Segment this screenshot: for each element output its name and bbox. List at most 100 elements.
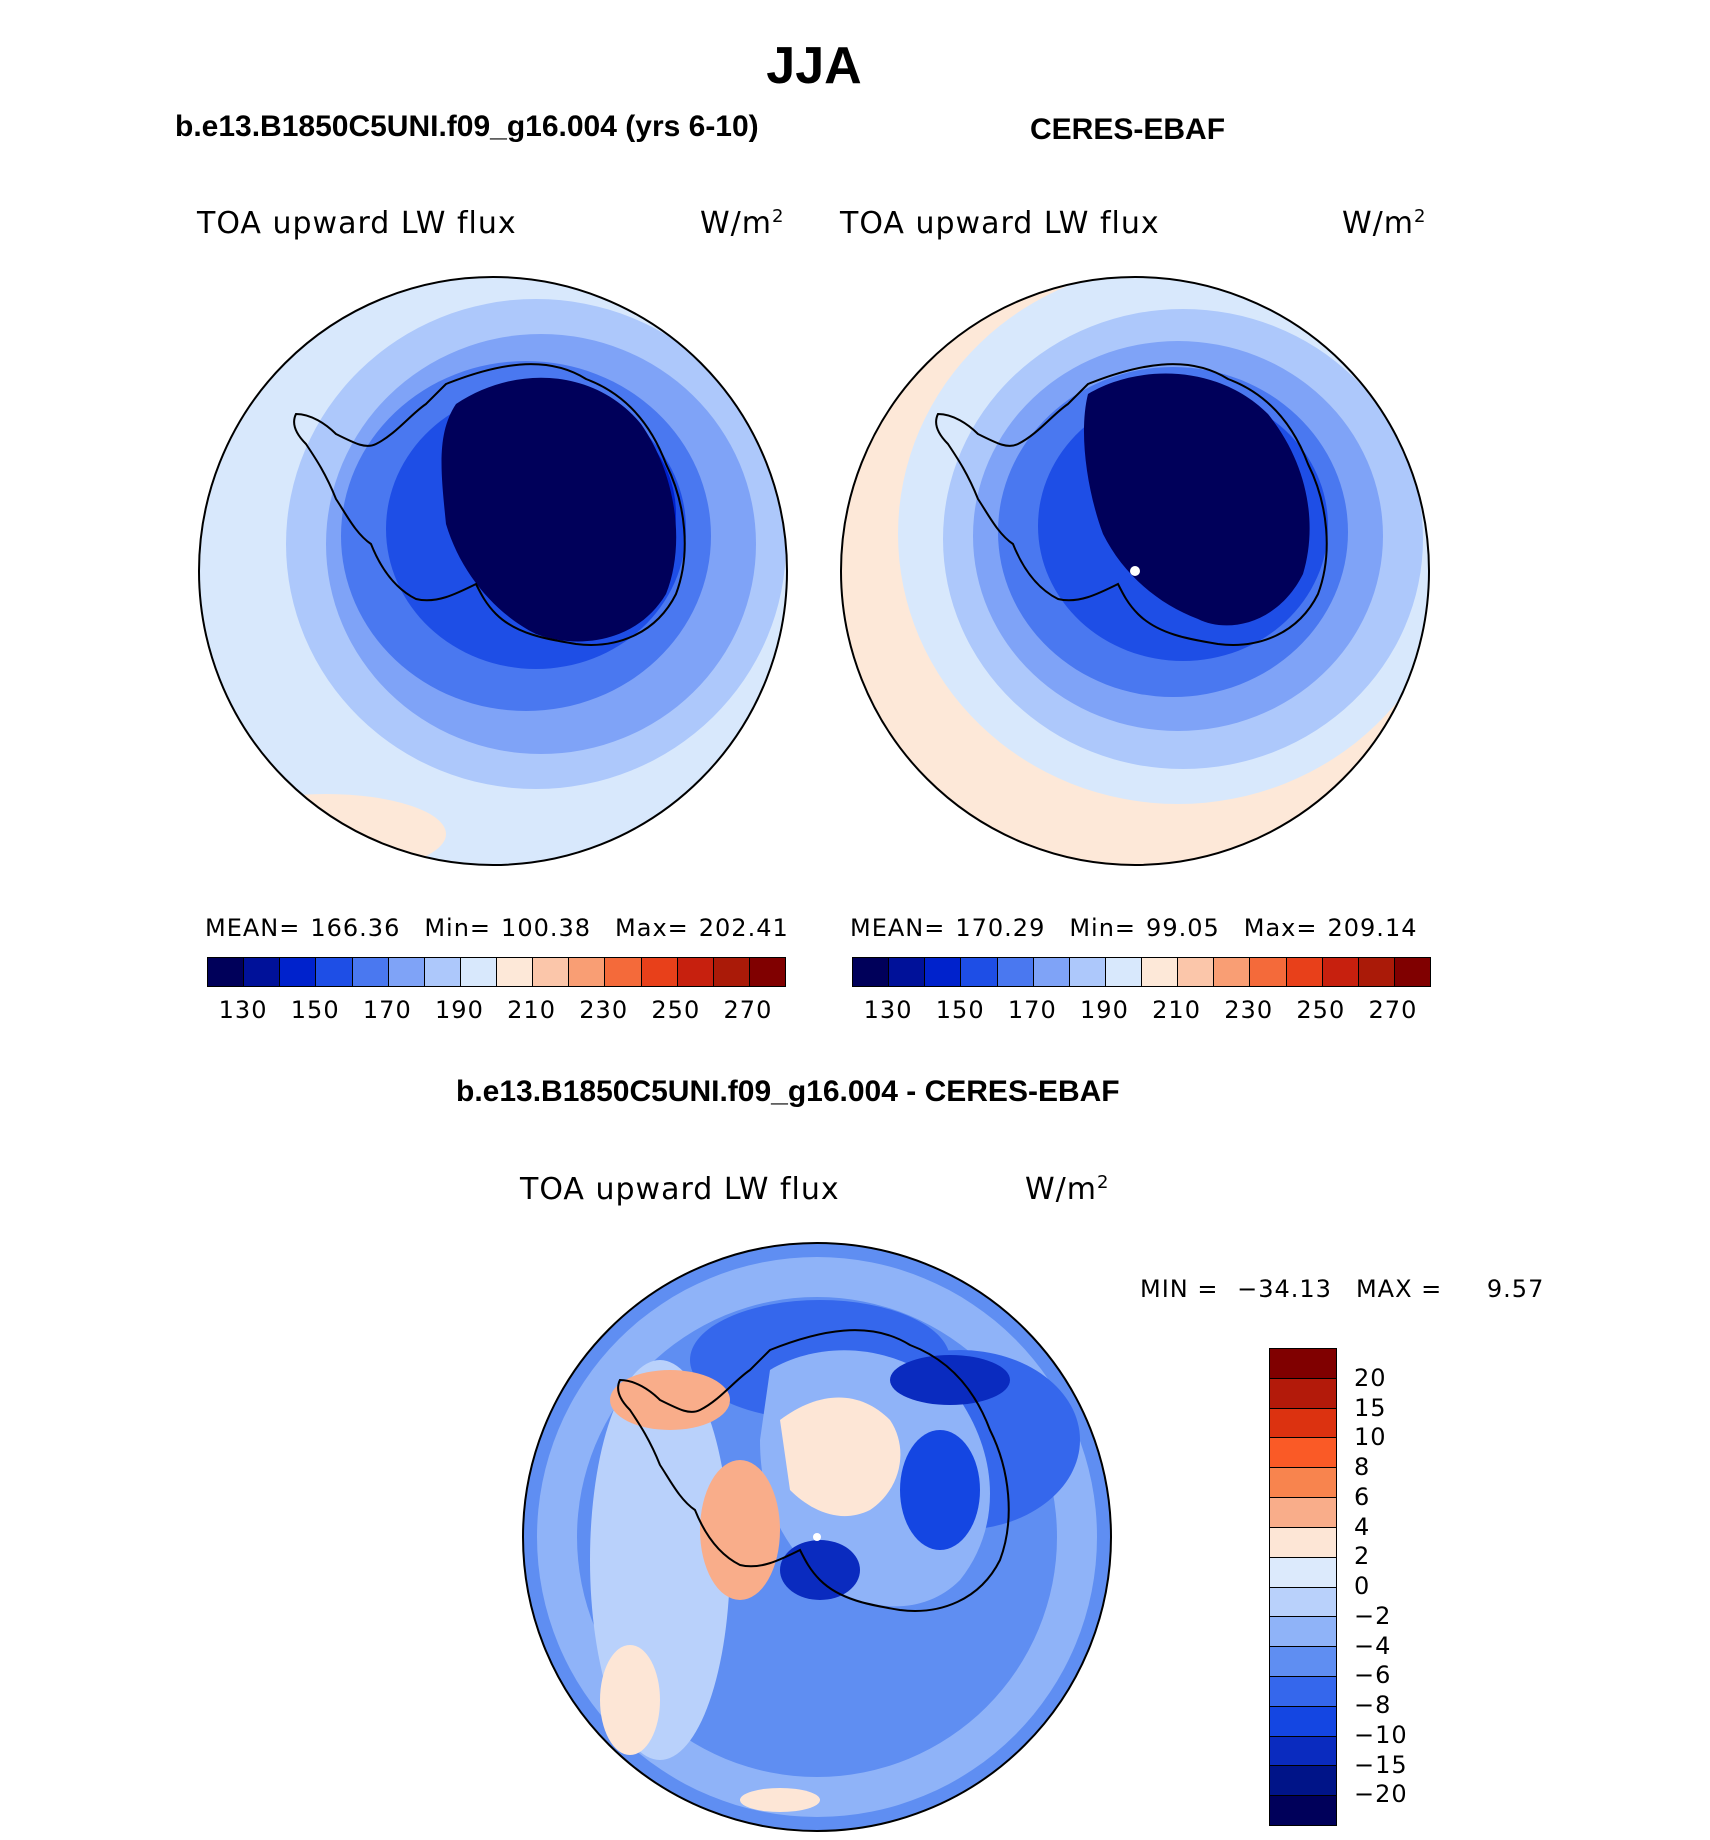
colorbar-swatch xyxy=(316,958,353,986)
obs-variable-label: TOA upward LW flux xyxy=(840,206,1160,241)
colorbar-tick-label: 130 xyxy=(863,996,913,1024)
colorbar-swatch xyxy=(997,958,1034,986)
colorbar-tick-label: 130 xyxy=(218,996,268,1024)
colorbar-swatch xyxy=(460,958,497,986)
colorbar-tick-label: 250 xyxy=(1296,996,1346,1024)
colorbar-tick-label: 270 xyxy=(1368,996,1418,1024)
colorbar-tick-label: 20 xyxy=(1354,1363,1387,1392)
obs-units-label: W/m2 xyxy=(1342,206,1427,241)
colorbar-tick-label: 230 xyxy=(1224,996,1274,1024)
colorbar-swatch xyxy=(889,958,926,986)
colorbar-swatch xyxy=(569,958,606,986)
colorbar-tick-label: 150 xyxy=(935,996,985,1024)
colorbar-tick-label: −6 xyxy=(1354,1661,1392,1690)
colorbar-tick-label: 210 xyxy=(1152,996,1201,1024)
model-panel-title: b.e13.B1850C5UNI.f09_g16.004 (yrs 6-10) xyxy=(175,110,759,143)
diff-polar-map xyxy=(522,1242,1112,1832)
colorbar-tick-label: 0 xyxy=(1354,1572,1371,1600)
diff-units-label: W/m2 xyxy=(1025,1172,1110,1207)
colorbar-swatch xyxy=(1270,1468,1336,1499)
colorbar-tick-label: 170 xyxy=(362,996,412,1024)
model-units-label: W/m2 xyxy=(700,206,785,241)
colorbar-swatch xyxy=(208,958,245,986)
colorbar-swatch xyxy=(1270,1438,1336,1469)
colorbar-swatch xyxy=(605,958,642,986)
colorbar-tick-label: 4 xyxy=(1354,1512,1371,1541)
colorbar-swatch xyxy=(1270,1617,1336,1648)
colorbar-swatch xyxy=(244,958,281,986)
colorbar-tick-label: 270 xyxy=(723,996,773,1024)
colorbar-swatch xyxy=(1270,1378,1336,1409)
colorbar-swatch xyxy=(424,958,461,986)
diff-colorbar xyxy=(1269,1348,1337,1826)
colorbar-swatch xyxy=(1270,1527,1336,1558)
colorbar-tick-label: 170 xyxy=(1007,996,1057,1024)
colorbar-tick-label: −15 xyxy=(1354,1750,1408,1779)
diff-variable-label: TOA upward LW flux xyxy=(520,1172,840,1207)
obs-stats: MEAN= 170.29 Min= 99.05 Max= 209.14 xyxy=(850,914,1418,942)
colorbar-swatch xyxy=(1270,1796,1336,1825)
model-polar-map xyxy=(198,276,788,866)
figure-title: JJA xyxy=(766,37,862,95)
model-variable-label: TOA upward LW flux xyxy=(197,206,517,241)
colorbar-swatch xyxy=(1033,958,1070,986)
colorbar-tick-label: −2 xyxy=(1354,1601,1392,1630)
colorbar-swatch xyxy=(1270,1766,1336,1797)
colorbar-swatch xyxy=(533,958,570,986)
colorbar-swatch xyxy=(1270,1736,1336,1767)
diff-panel-title: b.e13.B1850C5UNI.f09_g16.004 - CERES-EBA… xyxy=(456,1075,1120,1108)
colorbar-swatch xyxy=(1214,958,1251,986)
colorbar-swatch xyxy=(352,958,389,986)
colorbar-swatch xyxy=(497,958,534,986)
colorbar-tick-label: 6 xyxy=(1354,1482,1371,1511)
colorbar-swatch xyxy=(1270,1706,1336,1737)
colorbar-swatch xyxy=(641,958,678,986)
obs-colorbar xyxy=(852,957,1431,987)
colorbar-swatch xyxy=(1250,958,1287,986)
colorbar-tick-label: −20 xyxy=(1354,1780,1408,1809)
colorbar-swatch xyxy=(1270,1676,1336,1707)
colorbar-swatch xyxy=(1270,1587,1336,1618)
colorbar-tick-label: 10 xyxy=(1354,1423,1387,1452)
colorbar-tick-label: 230 xyxy=(579,996,629,1024)
colorbar-tick-label: 210 xyxy=(507,996,556,1024)
model-colorbar-labels: 130 150 170 190 210 230 250 270 xyxy=(207,996,784,1026)
diff-stats: MIN = −34.13 MAX = 9.57 xyxy=(1140,1275,1545,1303)
colorbar-swatch xyxy=(853,958,890,986)
colorbar-swatch xyxy=(1286,958,1323,986)
colorbar-swatch xyxy=(1270,1647,1336,1677)
colorbar-tick-label: 250 xyxy=(651,996,701,1024)
colorbar-swatch xyxy=(961,958,998,986)
model-colorbar xyxy=(207,957,786,987)
colorbar-swatch xyxy=(1270,1557,1336,1588)
colorbar-tick-label: 15 xyxy=(1354,1393,1387,1422)
colorbar-swatch xyxy=(1105,958,1142,986)
colorbar-swatch xyxy=(749,958,785,986)
colorbar-tick-label: 2 xyxy=(1354,1542,1371,1571)
colorbar-tick-label: 190 xyxy=(1080,996,1129,1024)
colorbar-swatch xyxy=(1142,958,1179,986)
colorbar-swatch xyxy=(1270,1408,1336,1439)
colorbar-swatch xyxy=(1270,1498,1336,1528)
model-stats: MEAN= 166.36 Min= 100.38 Max= 202.41 xyxy=(205,914,789,942)
obs-polar-map xyxy=(840,276,1430,866)
colorbar-tick-label: 190 xyxy=(435,996,484,1024)
colorbar-tick-label: −10 xyxy=(1354,1720,1408,1749)
colorbar-swatch xyxy=(1178,958,1215,986)
colorbar-swatch xyxy=(1358,958,1395,986)
colorbar-tick-label: 150 xyxy=(290,996,340,1024)
colorbar-swatch xyxy=(1069,958,1106,986)
colorbar-swatch xyxy=(1270,1349,1336,1379)
colorbar-swatch xyxy=(388,958,425,986)
colorbar-swatch xyxy=(677,958,714,986)
colorbar-tick-label: −8 xyxy=(1354,1691,1392,1719)
colorbar-tick-label: 8 xyxy=(1354,1453,1371,1481)
colorbar-swatch xyxy=(1322,958,1359,986)
obs-panel-title: CERES-EBAF xyxy=(1030,113,1226,146)
colorbar-swatch xyxy=(713,958,750,986)
colorbar-swatch xyxy=(280,958,317,986)
diff-colorbar-labels: 20 15 10 8 6 4 2 0 −2 −4 −6 −8 −10 −15 −20 xyxy=(1354,1348,1434,1824)
colorbar-swatch xyxy=(1394,958,1430,986)
colorbar-swatch xyxy=(925,958,962,986)
obs-colorbar-labels: 130 150 170 190 210 230 250 270 xyxy=(852,996,1429,1026)
